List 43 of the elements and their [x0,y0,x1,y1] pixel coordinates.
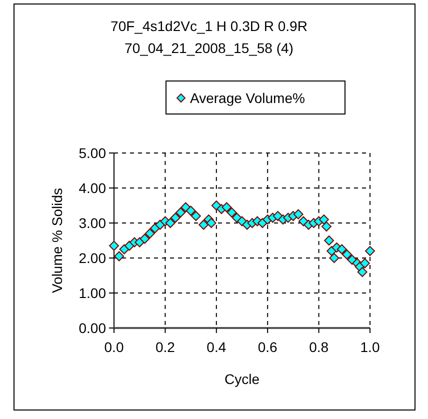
point [298,216,308,226]
chart-subtitle: 70_04_21_2008_15_58 (4) [124,40,294,56]
point [232,212,242,223]
point [365,246,375,256]
y-tick-label: 3.00 [78,215,106,231]
x-tick-label: 0.0 [104,339,124,355]
point [318,214,329,224]
x-tick-label: 0.8 [309,339,329,355]
point [342,250,352,260]
legend-label: Average Volume% [190,90,305,106]
x-tick-label: 0.4 [206,339,226,355]
point [360,258,370,268]
point [144,228,155,238]
point [324,236,334,246]
x-tick-label: 0.6 [258,339,278,355]
y-tick-label: 4.00 [78,180,106,196]
point [170,212,180,223]
point [114,251,124,262]
y-tick-label: 5.00 [78,145,106,161]
point [293,209,304,220]
point [357,267,368,277]
point [321,222,332,232]
x-tick-label: 1.0 [360,339,380,355]
point [190,211,201,221]
y-tick-label: 1.00 [78,285,106,301]
point [186,206,196,216]
point [165,218,176,228]
chart-title: 70F_4s1d2Vc_1 H 0.3D R 0.9R [110,18,308,34]
y-tick-label: 2.00 [78,250,106,266]
point [226,208,237,218]
point [222,202,232,212]
point [109,240,119,251]
point [206,218,216,228]
x-tick-label: 0.2 [155,339,176,355]
x-axis-title: Cycle [224,371,260,387]
y-tick-label: 0.00 [78,320,106,336]
point [176,208,186,218]
point [336,244,347,254]
y-axis-title: Volume % Solids [49,188,65,294]
point [329,253,340,263]
point [124,240,134,251]
point [198,220,209,230]
point [140,234,150,244]
